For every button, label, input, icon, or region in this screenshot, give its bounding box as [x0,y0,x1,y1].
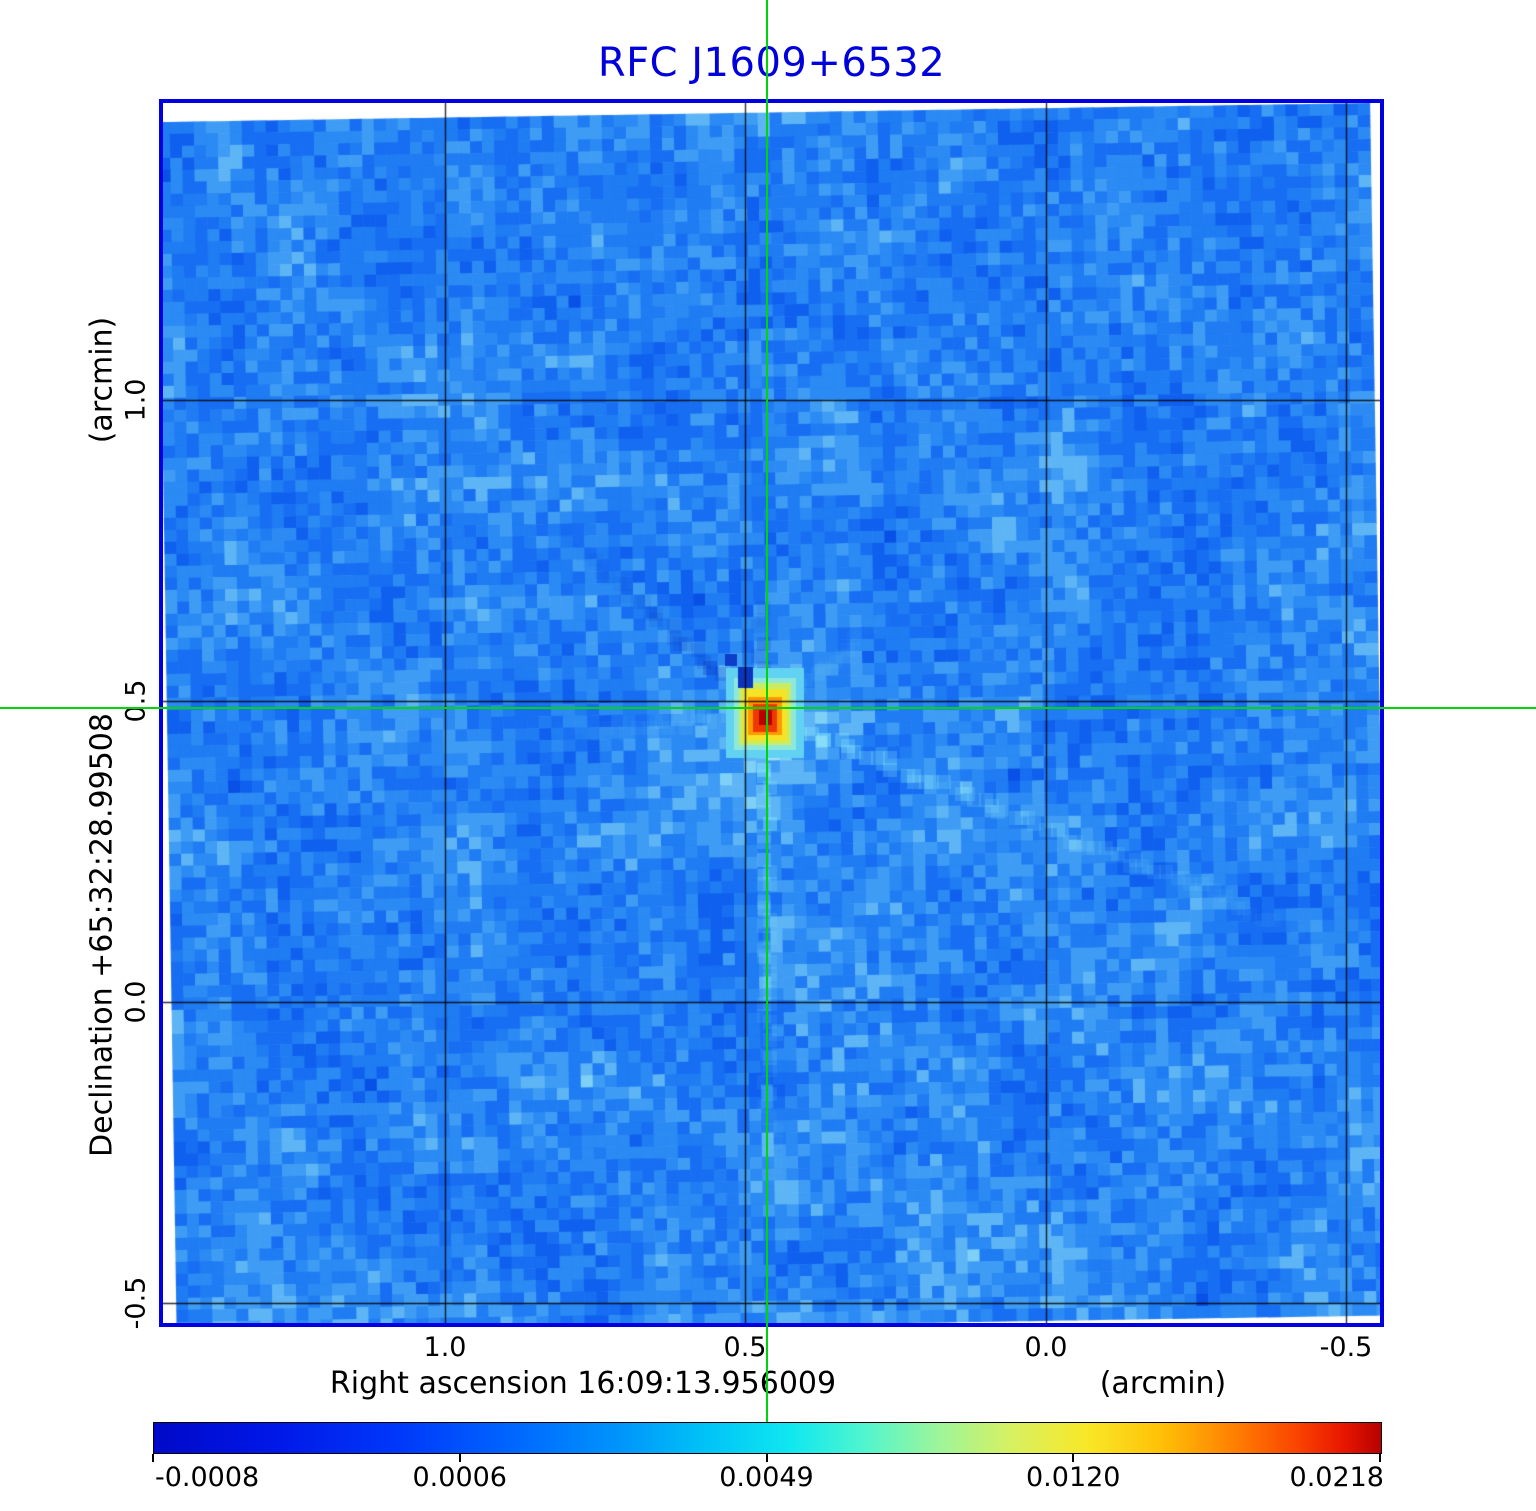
colorbar-tick-mark [765,1454,768,1462]
x-tick-label: 0.5 [723,1332,767,1363]
colorbar-tick-label: 0.0049 [719,1462,814,1493]
colorbar-tick-label: 0.0120 [1026,1462,1121,1493]
colorbar-tick-label: 0.0006 [412,1462,507,1493]
x-tick-label: 0.0 [1024,1332,1068,1363]
y-tick-label: -0.5 [120,1276,152,1330]
colorbar-tick-mark [152,1454,154,1462]
plot-title: RFC J1609+6532 [597,40,946,86]
y-tick-label: 0.5 [120,679,152,723]
colorbar [153,1422,1382,1454]
colorbar-tick-mark [1379,1454,1381,1462]
y-tick-label: 1.0 [120,378,152,422]
colorbar-tick-label: 0.0218 [1289,1462,1384,1493]
crosshair-horizontal-line[interactable] [0,707,1536,709]
x-axis-label: Right ascension 16:09:13.956009 [329,1366,837,1401]
x-axis-unit: (arcmin) [1099,1366,1227,1401]
x-tick-label: -0.5 [1319,1332,1373,1363]
colorbar-tick-label: -0.0008 [155,1462,260,1493]
colorbar-tick-mark [1072,1454,1075,1462]
crosshair-vertical-line[interactable] [766,0,768,1422]
sky-image-canvas[interactable] [163,103,1380,1323]
y-axis-label: Declination +65:32:28.99508 [84,713,120,1157]
plot-frame [159,99,1384,1327]
y-tick-label: 0.0 [120,980,152,1024]
y-axis-unit: (arcmin) [84,316,120,444]
x-tick-label: 1.0 [423,1332,467,1363]
colorbar-tick-mark [458,1454,461,1462]
